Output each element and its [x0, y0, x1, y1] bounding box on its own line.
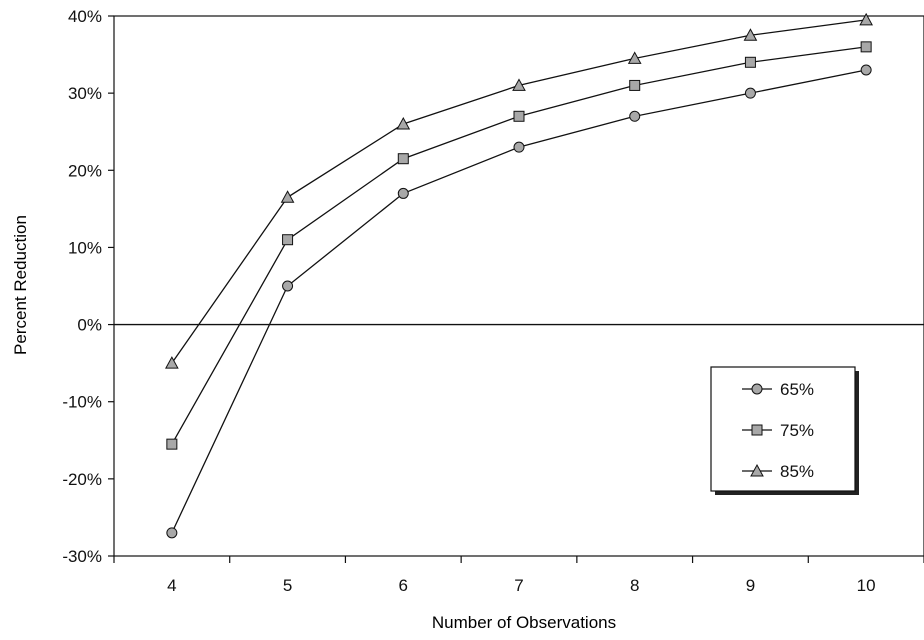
series-triangle [165, 12, 873, 369]
data-point [629, 79, 641, 91]
data-point [166, 438, 178, 450]
data-point [513, 110, 525, 122]
data-point [629, 110, 641, 122]
y-tick-label: 30% [68, 84, 102, 103]
data-point [860, 64, 872, 76]
data-point [282, 234, 294, 246]
legend-entry: 75% [742, 421, 814, 440]
data-point [743, 28, 758, 41]
legend-box [710, 366, 856, 492]
data-point [744, 87, 756, 99]
data-point [166, 527, 178, 539]
data-point [280, 190, 295, 203]
data-point [282, 280, 294, 292]
y-tick-label: -30% [62, 547, 102, 566]
legend-entry: 65% [742, 380, 814, 399]
data-point [165, 356, 179, 369]
y-axis: -30% -20% -10% 0% 10% 20% 30% 40% [62, 7, 114, 566]
x-tick-label: 5 [283, 576, 292, 595]
x-tick-label: 10 [857, 576, 876, 595]
legend-marker [750, 463, 764, 477]
data-point [513, 141, 525, 153]
data-point [396, 116, 411, 130]
legend: 65% 75% 85% [710, 366, 859, 495]
data-point [860, 41, 872, 53]
y-tick-label: -20% [62, 470, 102, 489]
data-point [397, 187, 409, 199]
x-tick-label: 8 [630, 576, 639, 595]
series-group [165, 12, 873, 539]
legend-label: 65% [780, 380, 814, 399]
y-tick-label: 10% [68, 238, 102, 257]
legend-label: 75% [780, 421, 814, 440]
legend-marker [751, 383, 763, 395]
x-tick-label: 9 [746, 576, 755, 595]
series-circle [166, 64, 872, 539]
x-tick-label: 7 [514, 576, 523, 595]
data-point [627, 51, 642, 64]
plot-border [113, 15, 924, 557]
y-tick-label: 20% [68, 161, 102, 180]
legend-entry: 85% [742, 462, 814, 481]
y-tick-label: 0% [77, 316, 102, 335]
y-tick-label: -10% [62, 393, 102, 412]
data-point [512, 78, 526, 91]
y-axis-title: Percent Reduction [11, 215, 30, 355]
x-axis-title: Number of Observations [432, 613, 616, 632]
legend-marker [751, 424, 763, 436]
x-tick-label: 4 [167, 576, 176, 595]
data-point [397, 153, 409, 165]
plot-frame [113, 15, 924, 557]
x-axis: 4 5 6 7 8 9 10 [113, 556, 924, 595]
data-point [859, 12, 873, 26]
series-square [166, 41, 872, 450]
x-tick-label: 6 [399, 576, 408, 595]
y-tick-label: 40% [68, 7, 102, 26]
legend-label: 85% [780, 462, 814, 481]
data-point [744, 56, 756, 68]
